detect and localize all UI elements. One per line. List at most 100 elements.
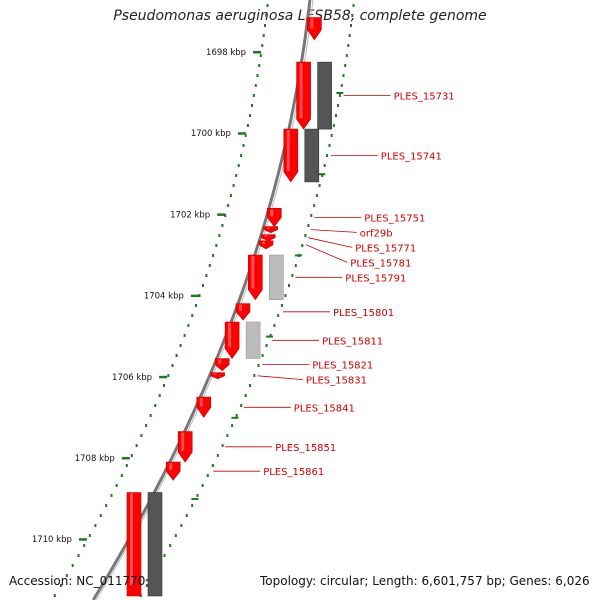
- axis-dot-left: [163, 384, 165, 387]
- axis-dot-left: [208, 264, 211, 267]
- axis-dot-right: [291, 274, 294, 277]
- axis-dot-right: [226, 434, 229, 437]
- gene-arrow: [258, 240, 274, 250]
- axis-dot-right: [280, 304, 283, 307]
- scale-tick: [190, 294, 199, 298]
- scale-tick-label: 1702 kbp: [170, 210, 210, 220]
- axis-dot-left: [83, 544, 86, 547]
- gene-leader-line: [305, 244, 348, 263]
- axis-dot-right: [201, 484, 204, 487]
- axis-dot-left: [265, 14, 268, 17]
- gene-highlight: [251, 256, 255, 289]
- feature-box: [245, 321, 261, 359]
- gene-arrow: [214, 358, 230, 372]
- gene-highlight: [270, 209, 274, 217]
- axis-dot-right: [350, 24, 352, 27]
- gene-arrow: [260, 234, 276, 242]
- gene-label-ples_15831: PLES_15831: [306, 376, 367, 387]
- feature-box: [147, 492, 163, 597]
- gene-label-ples_15741: PLES_15741: [381, 152, 442, 163]
- axis-dot-right: [338, 94, 341, 97]
- axis-dot-right: [249, 384, 251, 387]
- axis-minor-tick: [231, 416, 239, 419]
- axis-dot-right: [169, 544, 172, 547]
- gene-arrow: [307, 17, 322, 41]
- gene-leader-line: [310, 229, 357, 233]
- axis-dot-left: [262, 34, 265, 37]
- axis-dot-right: [304, 234, 307, 237]
- axis-dot-left: [235, 174, 238, 177]
- axis-dot-left: [221, 224, 224, 227]
- axis-dot-left: [94, 524, 97, 527]
- gene-label-ples_15821: PLES_15821: [312, 361, 373, 372]
- axis-dot-left: [252, 94, 255, 97]
- scale-tick-label: 1708 kbp: [75, 454, 115, 464]
- feature-box: [268, 254, 284, 301]
- gene-highlight: [264, 235, 268, 237]
- gene-label-ples_15731: PLES_15731: [394, 92, 455, 103]
- axis-dot-left: [99, 514, 102, 517]
- axis-dot-left: [120, 474, 123, 477]
- gene-highlight: [213, 373, 217, 375]
- axis-dot-right: [337, 104, 339, 107]
- gene-label-ples_15851: PLES_15851: [275, 443, 336, 454]
- axis-dot-right: [348, 34, 351, 37]
- gene-arrow: [165, 461, 181, 481]
- feature-box: [304, 128, 320, 183]
- axis-dot-right: [216, 454, 219, 457]
- axis-dot-left: [125, 464, 128, 467]
- gene-leader-line: [257, 375, 303, 380]
- axis-dot-right: [351, 14, 354, 17]
- axis-dot-right: [345, 54, 348, 57]
- gene-arrow: [283, 128, 299, 183]
- axis-dot-left: [110, 494, 113, 497]
- axis-dot-right: [347, 44, 350, 47]
- axis-dot-left: [145, 424, 148, 427]
- axis-dot-left: [140, 434, 143, 437]
- gene-highlight: [310, 18, 314, 29]
- gene-label-orf29b: orf29b: [360, 228, 393, 239]
- gene-label-ples_15801: PLES_15801: [333, 308, 394, 319]
- axis-dot-left: [264, 24, 266, 27]
- axis-dot-left: [242, 144, 245, 147]
- axis-dot-right: [328, 144, 331, 147]
- map-title: Pseudomonas aeruginosa LESB58, complete …: [113, 8, 487, 24]
- scale-tick: [217, 213, 226, 216]
- axis-dot-right: [313, 204, 316, 207]
- axis-dot-left: [212, 254, 215, 257]
- axis-dot-right: [352, 4, 355, 7]
- axis-dot-left: [218, 234, 221, 237]
- axis-minor-tick: [266, 335, 273, 338]
- axis-dot-left: [266, 4, 269, 7]
- axis-dot-right: [265, 344, 268, 347]
- axis-dot-left: [88, 534, 91, 537]
- axis-dot-left: [187, 324, 190, 327]
- scale-tick: [159, 375, 168, 379]
- axis-dot-right: [330, 134, 333, 137]
- axis-dot-right: [269, 334, 272, 337]
- axis-dot-right: [221, 444, 224, 447]
- axis-dot-left: [251, 104, 253, 107]
- gene-highlight: [228, 323, 232, 348]
- axis-dot-left: [77, 554, 80, 557]
- gene-arrow: [263, 226, 279, 234]
- axis-dot-right: [332, 124, 335, 127]
- axis-dot-right: [206, 474, 209, 477]
- axis-minor-tick: [191, 498, 199, 500]
- axis-dot-left: [171, 364, 174, 367]
- axis-dot-left: [198, 294, 201, 297]
- axis-dot-right: [284, 294, 287, 297]
- axis-dot-left: [154, 404, 157, 407]
- axis-dot-right: [294, 264, 297, 267]
- gene-label-ples_15861: PLES_15861: [263, 467, 324, 478]
- axis-dot-right: [277, 314, 280, 317]
- axis-dot-right: [244, 394, 247, 397]
- axis-dot-right: [344, 64, 347, 67]
- genome-summary-text: Topology: circular; Length: 6,601,757 bp…: [260, 574, 590, 588]
- axis-dot-left: [167, 374, 170, 377]
- gene-arrow: [177, 431, 193, 463]
- axis-dot-left: [215, 244, 218, 247]
- axis-dot-left: [246, 124, 249, 127]
